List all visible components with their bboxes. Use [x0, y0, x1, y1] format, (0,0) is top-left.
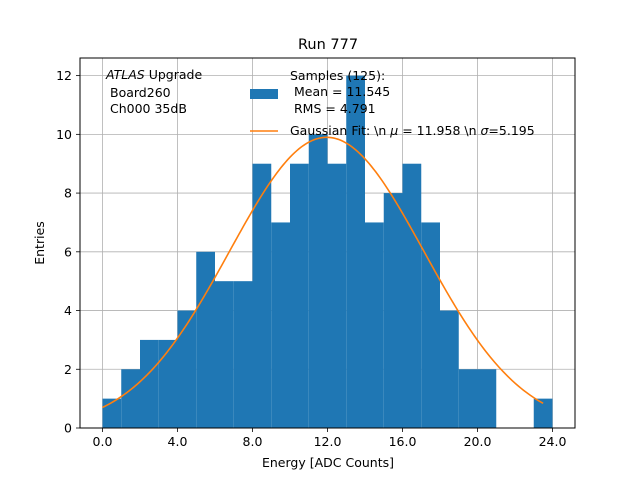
- histogram-bar: [121, 369, 140, 428]
- histogram-bar: [458, 369, 478, 428]
- legend-fit-mid: = 11.958 \n: [398, 123, 480, 138]
- x-axis-ticks: 0.0 4.0 8.0 12.0 16.0 20.0 24.0: [93, 428, 567, 449]
- histogram-bar: [252, 163, 272, 428]
- x-tick-label: 0.0: [93, 434, 113, 449]
- annotation-line-3: Ch000 35dB: [110, 101, 187, 116]
- histogram-bar: [533, 398, 553, 428]
- histogram-bar: [383, 193, 403, 428]
- y-tick-label: 2: [64, 362, 72, 377]
- histogram-bar: [177, 310, 197, 428]
- x-tick-label: 4.0: [168, 434, 188, 449]
- x-tick-label: 24.0: [539, 434, 567, 449]
- y-tick-label: 0: [64, 421, 72, 436]
- histogram-bar: [421, 222, 440, 428]
- annotation-line-2: Board260: [110, 85, 171, 100]
- annotation-atlas: ATLAS: [105, 67, 145, 82]
- y-tick-label: 6: [64, 244, 72, 259]
- y-tick-label: 4: [64, 303, 72, 318]
- x-tick-label: 12.0: [314, 434, 342, 449]
- x-tick-label: 20.0: [464, 434, 492, 449]
- y-axis-label: Entries: [32, 221, 47, 265]
- histogram-bar: [327, 163, 347, 428]
- histogram-bar: [365, 222, 384, 428]
- x-axis-label: Energy [ADC Counts]: [262, 455, 394, 470]
- legend-fit-mu: μ: [389, 123, 398, 138]
- histogram-bar: [215, 281, 234, 428]
- y-tick-label: 8: [64, 186, 72, 201]
- histogram-bar: [308, 134, 328, 428]
- legend-fit-label: Gaussian Fit: \n μ = 11.958 \n σ=5.195: [290, 123, 535, 138]
- histogram-bar: [196, 251, 215, 428]
- histogram-bar: [477, 369, 497, 428]
- histogram-bar: [271, 222, 290, 428]
- legend: Samples (125): Mean = 11.545 RMS = 4.791…: [250, 68, 535, 138]
- histogram-bars: [102, 75, 553, 428]
- y-tick-label: 12: [56, 68, 72, 83]
- legend-samples-line3: RMS = 4.791: [294, 101, 376, 116]
- histogram-bar: [402, 163, 422, 428]
- histogram-bar: [290, 163, 309, 428]
- annotation-line-1: ATLAS Upgrade: [105, 67, 202, 82]
- y-tick-label: 10: [56, 127, 72, 142]
- x-tick-label: 16.0: [389, 434, 417, 449]
- y-axis-ticks: 0 2 4 6 8 10 12: [56, 68, 80, 436]
- legend-fit-suffix: =5.195: [488, 123, 534, 138]
- legend-samples-line2: Mean = 11.545: [294, 84, 390, 99]
- chart-title: Run 777: [298, 37, 358, 53]
- legend-samples-swatch: [250, 89, 278, 99]
- histogram-bar: [233, 281, 253, 428]
- x-tick-label: 8.0: [243, 434, 263, 449]
- histogram-bar: [440, 310, 459, 428]
- histogram-bar: [346, 75, 365, 428]
- legend-samples-line1: Samples (125):: [290, 68, 385, 83]
- histogram-bar: [102, 398, 122, 428]
- histogram-bar: [158, 339, 178, 428]
- annotation-upgrade: Upgrade: [145, 67, 203, 82]
- annotation-text: ATLAS Upgrade Board260 Ch000 35dB: [105, 67, 202, 116]
- legend-fit-sigma: σ: [480, 123, 489, 138]
- histogram-bar: [140, 339, 159, 428]
- legend-fit-prefix: Gaussian Fit: \n: [290, 123, 390, 138]
- gaussian-fit-curve: [102, 136, 544, 409]
